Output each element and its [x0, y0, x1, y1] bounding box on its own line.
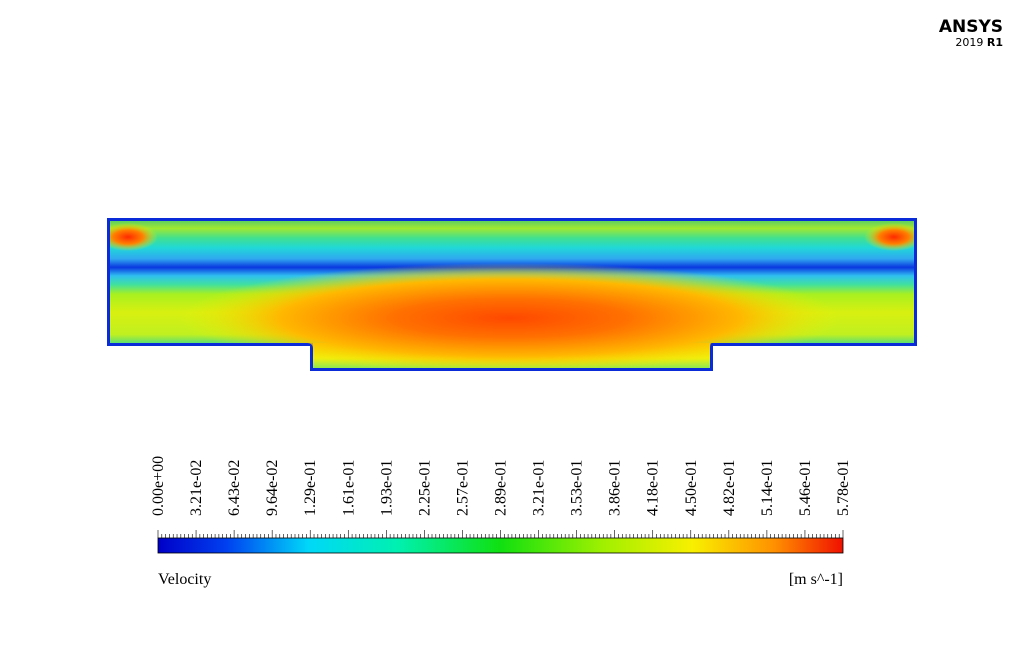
legend-tick-label: 5.78e-01 — [835, 460, 852, 516]
legend-tick-label: 1.93e-01 — [378, 460, 395, 516]
version: 2019 — [955, 36, 983, 49]
legend-tick-label: 9.64e-02 — [264, 460, 281, 516]
logo-brand: ANSYS — [939, 17, 1003, 37]
legend-unit: [m s^-1] — [789, 571, 843, 588]
legend-tick-label: 5.14e-01 — [759, 460, 776, 516]
logo-version: 2019 R1 — [955, 36, 1003, 49]
contour-corner-right — [864, 223, 914, 251]
contour-field — [110, 221, 914, 368]
legend-tick-label: 6.43e-02 — [226, 460, 243, 516]
legend-tick-label: 4.82e-01 — [721, 460, 738, 516]
legend-tick-label: 1.29e-01 — [302, 460, 319, 516]
release: R1 — [987, 36, 1003, 49]
legend-tick-label: 2.57e-01 — [454, 460, 471, 516]
legend-tick-label: 4.18e-01 — [645, 460, 662, 516]
contour-core — [180, 263, 840, 368]
legend-tick-label: 3.86e-01 — [607, 460, 624, 516]
legend-tick-label: 2.89e-01 — [493, 460, 510, 516]
legend-variable: Velocity — [158, 571, 211, 588]
legend-tick-label: 0.00e+00 — [150, 456, 167, 516]
legend-tick-label: 2.25e-01 — [416, 460, 433, 516]
contour-corner-left — [110, 223, 158, 251]
legend-tick-label: 3.21e-01 — [531, 460, 548, 516]
legend-tick-label: 5.46e-01 — [797, 460, 814, 516]
legend-tick-label: 4.50e-01 — [683, 460, 700, 516]
legend-tick-label: 3.21e-02 — [188, 460, 205, 516]
legend-tick-label: 1.61e-01 — [340, 460, 357, 516]
legend-tick-label: 3.53e-01 — [569, 460, 586, 516]
color-bar — [157, 537, 844, 554]
contour-plot — [107, 218, 917, 371]
logo: ANSYS 2019 R1 — [939, 17, 1003, 49]
color-legend: Velocity [m s^-1] 0.00e+00 3.21e-02 6.43e-… — [150, 456, 852, 588]
